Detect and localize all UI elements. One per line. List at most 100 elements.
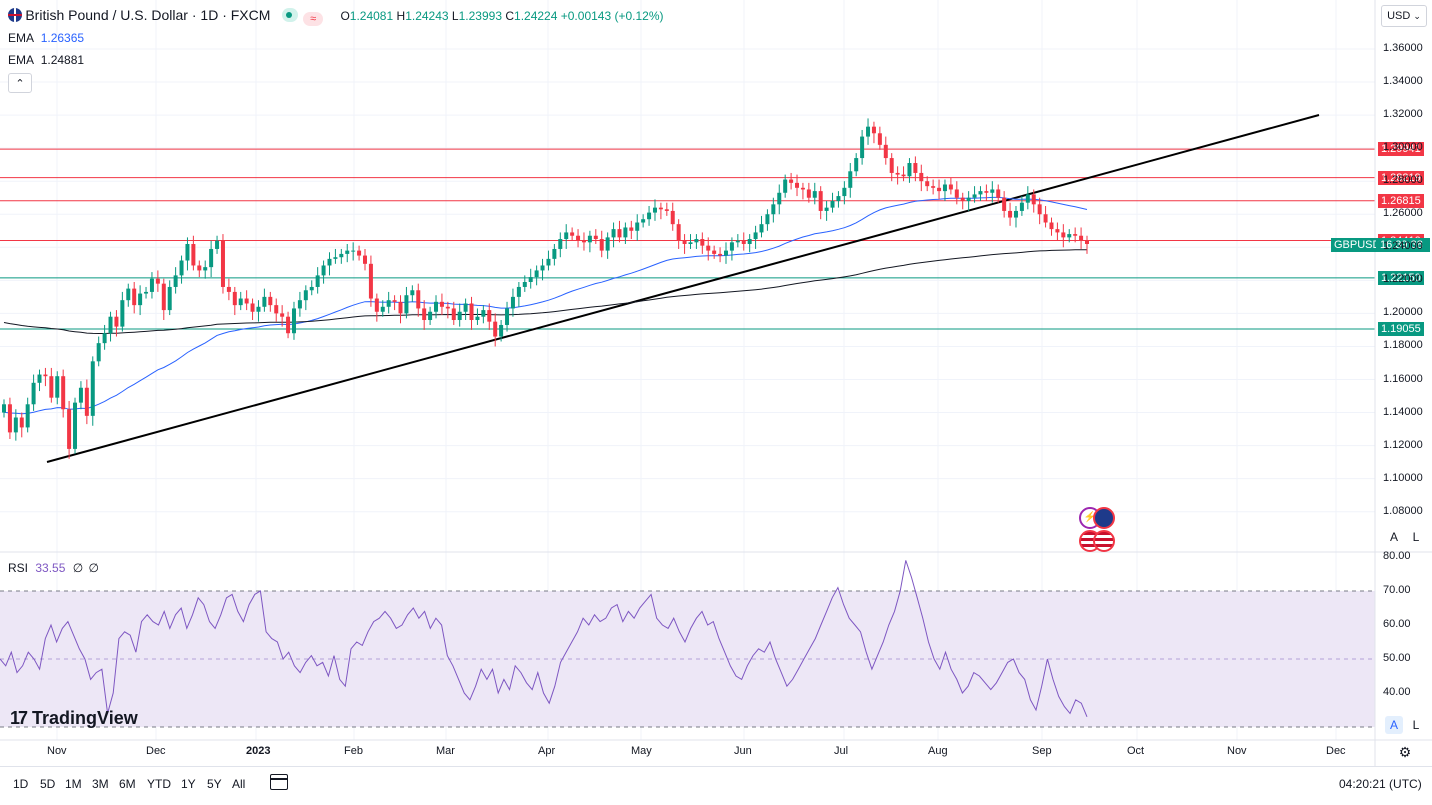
- candle-body: [1043, 214, 1048, 223]
- price-tick-label: 1.30000: [1383, 141, 1423, 154]
- candle-body: [487, 310, 492, 322]
- gb-flag-icon[interactable]: [1093, 507, 1115, 529]
- candle-body: [682, 240, 687, 244]
- level-price-tag: 1.22150: [1378, 270, 1424, 285]
- log-scale-button[interactable]: L: [1412, 530, 1420, 544]
- candle-body: [368, 263, 373, 299]
- rsi-auto-scale-button[interactable]: A: [1385, 716, 1403, 734]
- ema-fast-value: 1.26365: [40, 31, 85, 45]
- candle-body: [747, 239, 752, 244]
- candle-body: [61, 376, 66, 410]
- open-value: 1.24081: [349, 9, 394, 23]
- candle-body: [37, 374, 42, 383]
- symbol-title[interactable]: British Pound / U.S. Dollar · 1D · FXCM: [25, 7, 271, 23]
- candle-body: [96, 343, 101, 362]
- bottom-toolbar: 1D 5D 1M 3M 6M YTD 1Y 5Y All 04:20:21 (UTC): [0, 766, 1432, 801]
- time-tick-label: Oct: [1127, 745, 1145, 757]
- candle-body: [528, 277, 533, 283]
- timeframe-button-all[interactable]: All: [232, 777, 246, 791]
- candle-body: [599, 239, 604, 251]
- timeframe-button-5d[interactable]: 5D: [40, 777, 56, 791]
- time-tick-label: May: [631, 745, 652, 757]
- level-price-tag: 1.19055: [1378, 322, 1424, 337]
- last-price-countdown: 16:39:38: [1376, 238, 1430, 252]
- candle-body: [386, 300, 391, 307]
- candle-body: [765, 214, 770, 225]
- tradingview-logo[interactable]: 17 TradingView: [10, 708, 138, 729]
- timeframe-button-1m[interactable]: 1M: [65, 777, 82, 791]
- collapse-legend-button[interactable]: ⌃: [8, 73, 32, 93]
- candle-body: [800, 187, 805, 190]
- timeframe-button-ytd[interactable]: YTD: [147, 777, 171, 791]
- candle-body: [724, 250, 728, 256]
- candle-body: [78, 387, 83, 403]
- candle-body: [1079, 235, 1084, 241]
- candle-body: [552, 248, 557, 259]
- market-status-icon[interactable]: [281, 8, 298, 22]
- timeframe-button-1d[interactable]: 1D: [13, 777, 29, 791]
- timeframe-button-3m[interactable]: 3M: [92, 777, 109, 791]
- candle-body: [658, 207, 663, 210]
- candle-body: [351, 250, 356, 252]
- candle-body: [593, 235, 598, 240]
- candle-body: [901, 174, 906, 177]
- price-tick-label: 1.08000: [1383, 504, 1423, 517]
- level-price-tag: 1.28219: [1378, 170, 1424, 185]
- date-range-icon[interactable]: [270, 774, 288, 790]
- rsi-line: [0, 560, 1088, 717]
- auto-scale-button[interactable]: A: [1389, 530, 1398, 544]
- candle-body: [422, 308, 427, 321]
- open-label: O: [340, 9, 350, 23]
- candle-body: [1013, 210, 1018, 218]
- candle-body: [960, 197, 965, 202]
- candle-body: [469, 303, 474, 321]
- wave-icon[interactable]: ≈: [303, 12, 324, 26]
- timeframe-button-6m[interactable]: 6M: [119, 777, 136, 791]
- candle-body: [652, 207, 657, 213]
- candle-body: [866, 126, 871, 137]
- candle-body: [883, 144, 888, 159]
- candle-body: [114, 316, 119, 327]
- candle-body: [220, 240, 225, 287]
- level-price-tag: 1.29941: [1378, 142, 1424, 157]
- rsi-tick-label: 70.00: [1383, 584, 1411, 596]
- settings-icon[interactable]: ⚙: [1398, 743, 1412, 760]
- candle-body: [706, 245, 711, 251]
- candle-body: [280, 313, 285, 317]
- us-flag-icon-2[interactable]: [1093, 530, 1115, 552]
- price-tick-label: 1.14000: [1383, 405, 1423, 418]
- tv-logo-icon: 17: [10, 708, 28, 728]
- candle-body: [576, 235, 581, 241]
- utc-clock[interactable]: 04:20:21 (UTC): [1339, 777, 1422, 791]
- ema-fast-legend[interactable]: EMA 1.26365: [8, 31, 84, 45]
- candle-body: [43, 374, 48, 377]
- high-value: 1.24243: [405, 9, 449, 23]
- candle-body: [806, 189, 811, 198]
- candle-body: [380, 306, 385, 312]
- rsi-legend[interactable]: RSI 33.55 ∅ ∅: [8, 561, 99, 575]
- candle-body: [2, 404, 6, 413]
- candle-body: [753, 232, 758, 240]
- candle-body: [155, 278, 160, 284]
- candle-body: [1031, 194, 1036, 205]
- ema-slow-legend[interactable]: EMA 1.24881: [8, 53, 84, 67]
- timeframe-button-5y[interactable]: 5Y: [207, 777, 222, 791]
- change-value: +0.00143 (+0.12%): [560, 9, 664, 23]
- currency-select[interactable]: USD ⌄: [1381, 5, 1427, 27]
- candle-body: [759, 224, 764, 233]
- candle-body: [209, 248, 214, 268]
- candle-body: [416, 290, 421, 309]
- timeframe-button-1y[interactable]: 1Y: [181, 777, 196, 791]
- candle-body: [481, 310, 486, 317]
- rsi-log-scale-button[interactable]: L: [1412, 718, 1420, 732]
- tv-logo-text: TradingView: [32, 708, 138, 728]
- candle-body: [718, 253, 723, 256]
- candle-body: [871, 126, 876, 134]
- candle-body: [700, 239, 705, 246]
- candle-body: [647, 212, 652, 220]
- price-tick-label: 1.34000: [1383, 75, 1423, 88]
- candle-body: [363, 255, 367, 264]
- rsi-tick-label: 50.00: [1383, 652, 1411, 664]
- rsi-extra-1: ∅: [72, 561, 84, 575]
